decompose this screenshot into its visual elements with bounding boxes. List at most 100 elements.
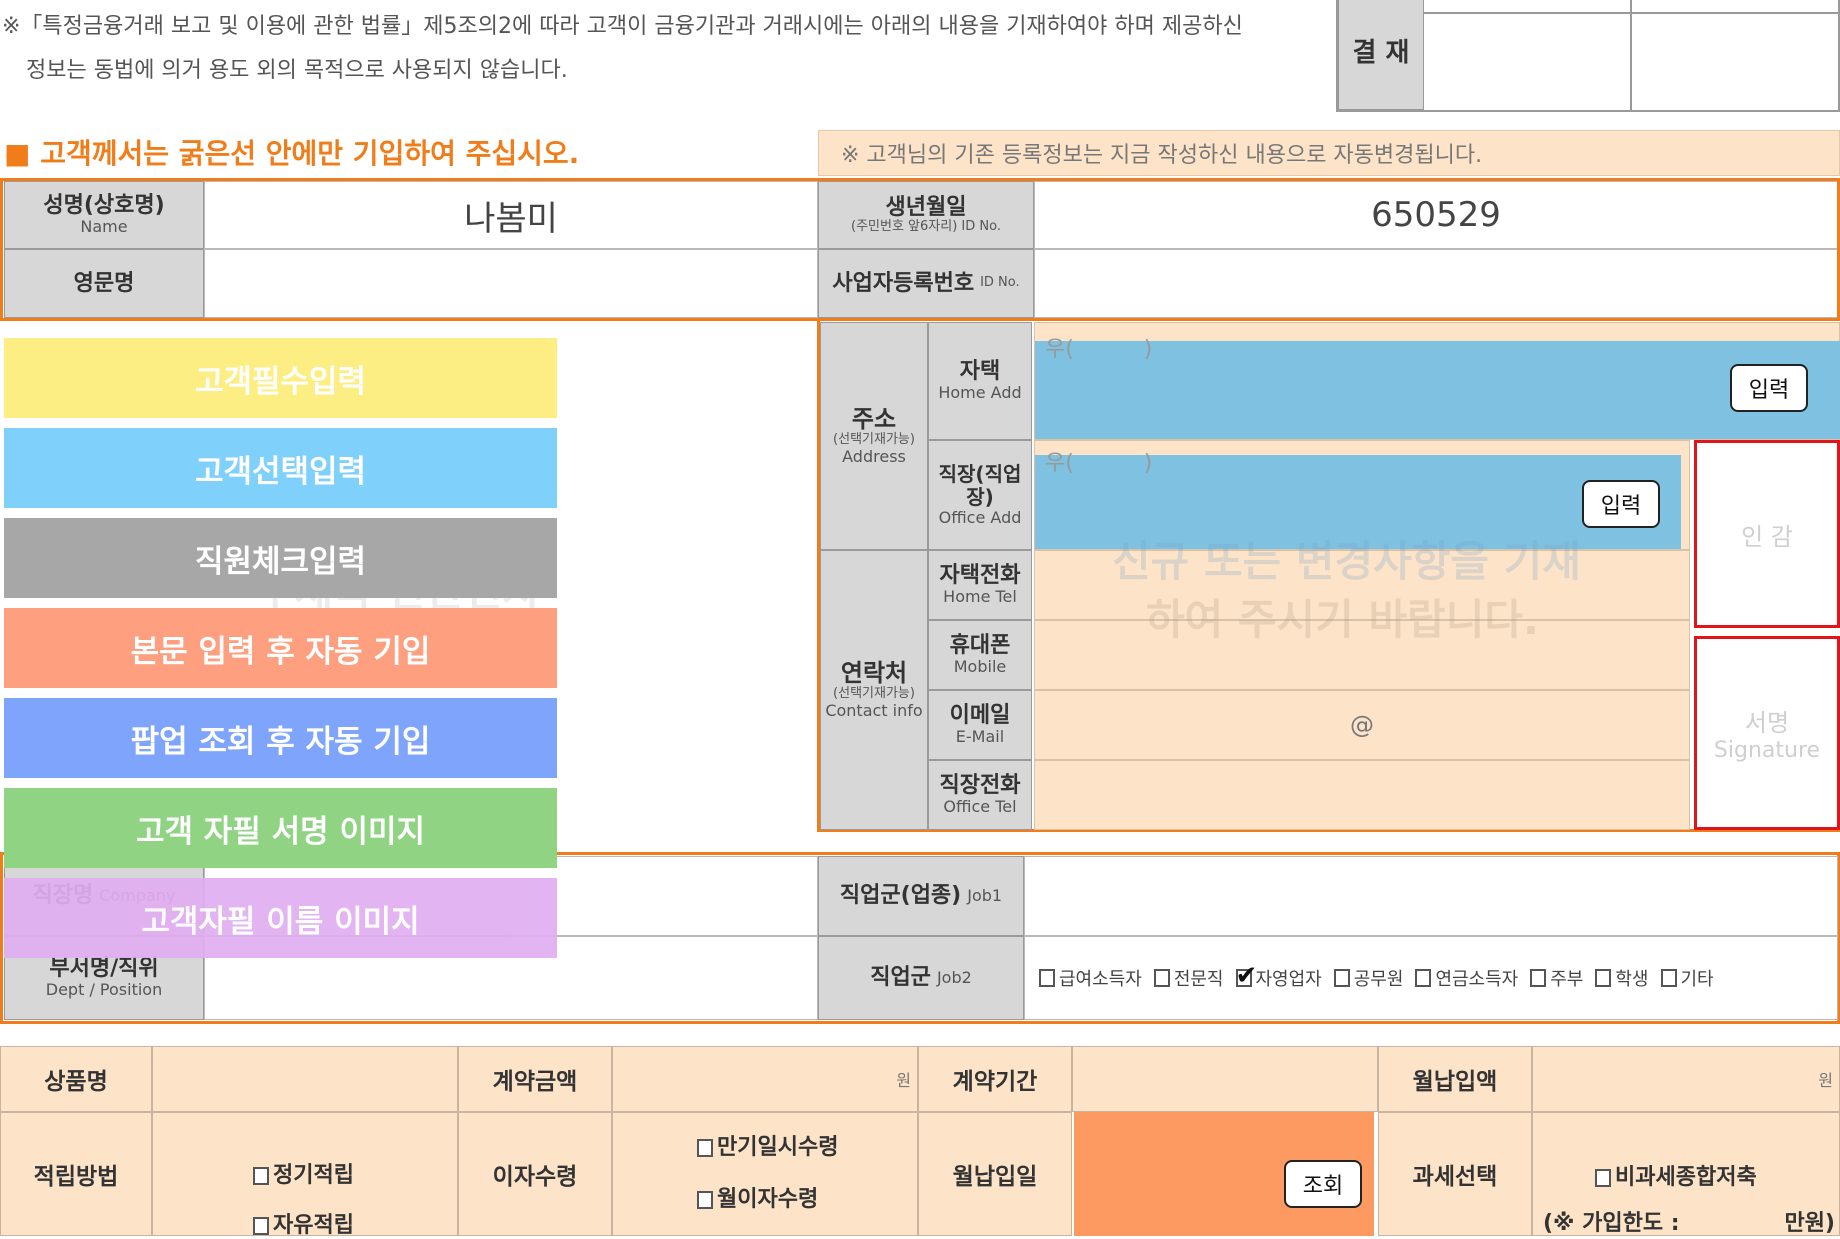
- method-free-option[interactable]: 자유적립: [253, 1207, 354, 1239]
- job-option[interactable]: 연금소득자: [1415, 965, 1518, 991]
- bizreg-label-en: ID No.: [980, 275, 1020, 291]
- interest-maturity-option[interactable]: 만기일시수령: [697, 1129, 838, 1161]
- legend-item: 고객선택입력: [4, 428, 557, 508]
- office-tel-field[interactable]: [1034, 760, 1690, 830]
- job-option-checkbox-checked[interactable]: ✔: [1235, 961, 1257, 991]
- name-value: 나봄미: [464, 198, 558, 239]
- contact-label-en: Contact info: [825, 701, 923, 721]
- amount-field[interactable]: 원: [612, 1046, 918, 1112]
- method-regular-option[interactable]: 정기적립: [253, 1157, 354, 1189]
- job-option-label: 공무원: [1353, 969, 1404, 990]
- signature-box[interactable]: 서명 Signature: [1694, 636, 1840, 830]
- checkmark-icon: ✔: [1235, 961, 1258, 991]
- name-label-kr: 성명(상호명): [43, 193, 165, 219]
- job-option-checkbox[interactable]: [1415, 969, 1432, 987]
- office-address-label: 직장(직업장) Office Add: [928, 440, 1032, 550]
- home-tel-field[interactable]: [1034, 550, 1690, 620]
- job1-label-kr: 직업군(업종): [839, 883, 962, 909]
- job1-field[interactable]: [1024, 856, 1838, 936]
- contact-label-kr: 연락처: [840, 658, 908, 687]
- job-option-label: 전문직: [1173, 969, 1224, 990]
- job-option[interactable]: 전문직: [1153, 965, 1224, 991]
- email-field[interactable]: @: [1034, 690, 1690, 760]
- job-option-checkbox[interactable]: [1039, 969, 1055, 987]
- dob-label-kr: 생년월일: [885, 194, 967, 220]
- job-option[interactable]: 공무원: [1333, 965, 1404, 991]
- tax-limit-label: (※ 가입한도 :: [1543, 1211, 1680, 1236]
- mobile-field[interactable]: [1034, 620, 1690, 690]
- notice-line-1: ※「특정금융거래 보고 및 이용에 관한 법률」제5조의2에 따라 고객이 금융…: [2, 14, 1243, 39]
- mobile-label: 휴대폰 Mobile: [928, 620, 1032, 690]
- dob-label-sub: (주민번호 앞6자리) ID No.: [851, 219, 1001, 235]
- tax-label: 과세선택: [1378, 1112, 1532, 1236]
- method-label: 적립방법: [0, 1112, 152, 1236]
- payday-lookup-button[interactable]: 조회: [1284, 1160, 1362, 1208]
- interest-monthly-label: 월이자수령: [717, 1187, 819, 1212]
- office-address-field[interactable]: 우( ): [1034, 440, 1690, 550]
- bizreg-field[interactable]: [1034, 249, 1838, 318]
- period-field[interactable]: [1072, 1046, 1378, 1112]
- amount-unit: 원: [896, 1071, 911, 1090]
- auto-update-notice-text: ※ 고객님의 기존 등록정보는 지금 작성하신 내용으로 자동변경됩니다.: [841, 143, 1483, 168]
- method-free-checkbox[interactable]: [253, 1217, 269, 1235]
- job-option-label: 급여소득자: [1059, 969, 1142, 990]
- interest-maturity-label: 만기일시수령: [717, 1135, 839, 1160]
- dob-field[interactable]: 650529: [1034, 181, 1838, 249]
- interest-monthly-checkbox[interactable]: [697, 1191, 713, 1209]
- job-option-checkbox[interactable]: [1595, 969, 1612, 987]
- interest-maturity-checkbox[interactable]: [697, 1139, 713, 1157]
- job-option[interactable]: ✔ 자영업자: [1235, 961, 1322, 991]
- dob-label: 생년월일 (주민번호 앞6자리) ID No.: [818, 181, 1034, 249]
- address-contact-border: [817, 320, 1840, 832]
- english-name-field[interactable]: [204, 249, 818, 318]
- job-option-checkbox[interactable]: [1530, 969, 1547, 987]
- monthly-field[interactable]: 원: [1532, 1046, 1840, 1112]
- job-option[interactable]: 기타: [1660, 965, 1714, 991]
- job-option[interactable]: 학생: [1595, 965, 1649, 991]
- name-label-en: Name: [80, 217, 128, 237]
- job-option-checkbox[interactable]: [1153, 969, 1170, 987]
- address-label-en: Address: [842, 447, 906, 467]
- seal-box[interactable]: 인 감: [1694, 440, 1840, 628]
- interest-field: 만기일시수령 월이자수령: [612, 1112, 918, 1236]
- interest-monthly-option[interactable]: 월이자수령: [697, 1181, 818, 1213]
- period-label: 계약기간: [918, 1046, 1072, 1112]
- office-address-input-button[interactable]: 입력: [1582, 480, 1660, 528]
- name-field[interactable]: 나봄미: [204, 181, 818, 249]
- name-label: 성명(상호명) Name: [4, 181, 204, 249]
- office-postal-code: 우( ): [1045, 451, 1153, 476]
- product-name-field[interactable]: [152, 1046, 458, 1112]
- tax-option[interactable]: 비과세종합저축: [1595, 1159, 1757, 1191]
- home-address-input-button[interactable]: 입력: [1730, 364, 1808, 412]
- job-option[interactable]: 급여소득자: [1039, 965, 1142, 991]
- product-name-label: 상품명: [0, 1046, 152, 1112]
- home-address-field[interactable]: 우( ): [1034, 322, 1840, 440]
- job-option-checkbox[interactable]: [1333, 969, 1350, 987]
- email-label-kr: 이메일: [949, 703, 1011, 729]
- dob-value: 650529: [1371, 195, 1501, 235]
- approval-box: 결 재: [1336, 0, 1840, 112]
- home-postal-code: 우( ): [1045, 337, 1153, 362]
- method-field: 정기적립 자유적립: [152, 1112, 458, 1239]
- home-tel-label-kr: 자택전화: [939, 563, 1021, 589]
- dept-label-en: Dept / Position: [45, 980, 163, 1000]
- dept-label-kr: 부서명/직위: [49, 956, 159, 982]
- interest-label: 이자수령: [458, 1112, 612, 1236]
- tax-limit-unit: 만원): [1784, 1211, 1835, 1236]
- home-address-label-en: Home Add: [938, 383, 1022, 403]
- job-option[interactable]: 주부: [1530, 965, 1583, 991]
- office-tel-label: 직장전화 Office Tel: [928, 760, 1032, 830]
- job2-label-en: Job2: [936, 967, 972, 987]
- signature-label: 서명: [1744, 709, 1790, 737]
- email-label: 이메일 E-Mail: [928, 690, 1032, 760]
- seal-label: 인 감: [1741, 522, 1793, 551]
- method-regular-checkbox[interactable]: [253, 1167, 269, 1185]
- job-option-label: 자영업자: [1255, 969, 1322, 990]
- job2-options: 급여소득자 전문직 ✔ 자영업자 공무원 연금소득자 주부 학생 기타: [1039, 961, 1714, 991]
- contact-label-sub: (선택기재가능): [833, 686, 915, 702]
- legend-item: 직원체크입력: [4, 518, 557, 598]
- job-option-checkbox[interactable]: [1660, 969, 1677, 987]
- office-tel-label-kr: 직장전화: [939, 773, 1021, 799]
- tax-option-checkbox[interactable]: [1595, 1169, 1611, 1187]
- legend-item: 고객필수입력: [4, 338, 557, 418]
